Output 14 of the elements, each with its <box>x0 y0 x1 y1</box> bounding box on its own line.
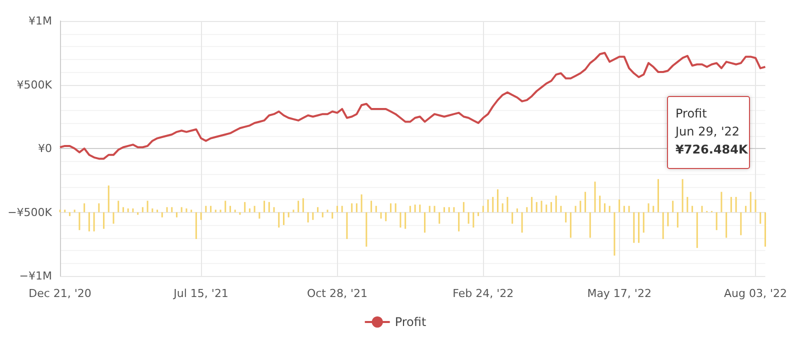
y-tick-label: ¥0 <box>38 142 52 155</box>
x-tick-label: Jul 15, '21 <box>172 287 228 300</box>
y-tick-label: ¥1M <box>28 14 52 28</box>
y-tick-label: ¥500K <box>16 78 53 92</box>
annotation: Profit Jun 29, '22 ¥726.484K <box>674 106 749 156</box>
x-tick-label: Dec 21, '20 <box>28 287 92 300</box>
x-tick-label: Aug 03, '22 <box>724 287 788 300</box>
y-tick-label: −¥500K <box>8 206 53 219</box>
legend-label: Profit <box>394 315 426 329</box>
y-tick-label: −¥1M <box>19 270 52 282</box>
x-tick-label: May 17, '22 <box>587 287 652 300</box>
x-tick-label: Oct 28, '21 <box>306 287 368 300</box>
line-series <box>59 52 766 160</box>
x-tick-label: Feb 24, '22 <box>452 287 514 300</box>
